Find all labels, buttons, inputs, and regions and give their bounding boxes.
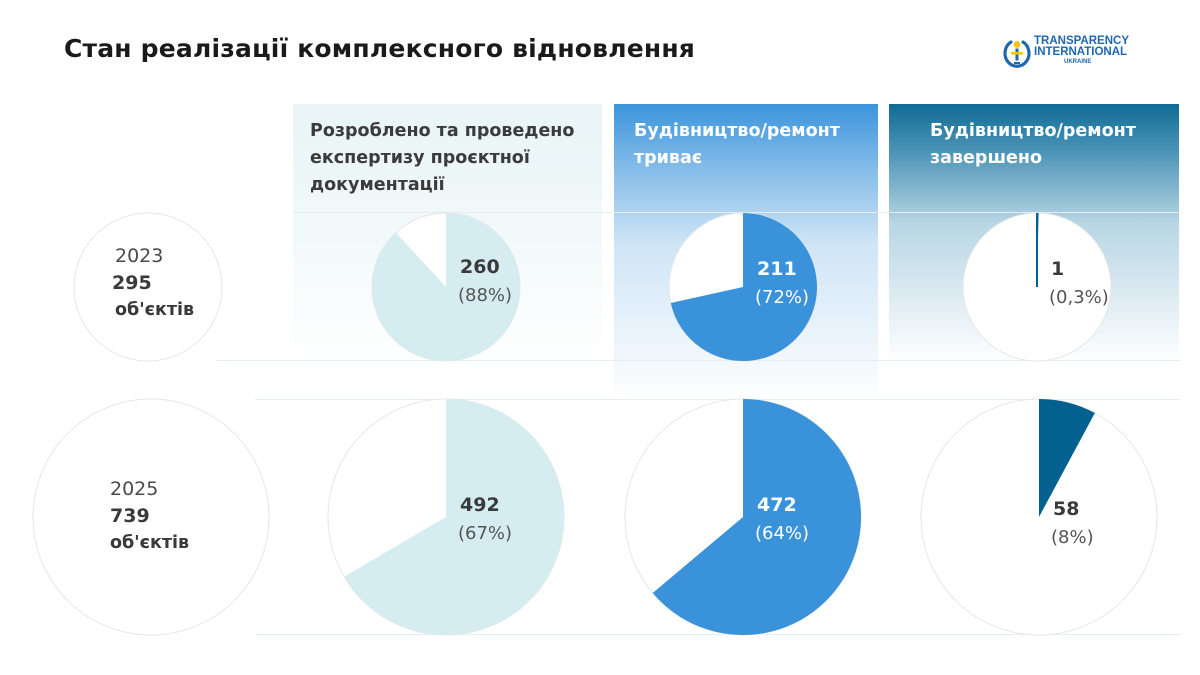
pie-slice-in-progress-2023 <box>670 213 818 362</box>
data-label-percent: (88%) <box>458 285 512 306</box>
data-label-percent: (67%) <box>458 523 512 544</box>
pie-slice-design-2023 <box>371 213 520 361</box>
data-label-value: 1 <box>1051 258 1064 280</box>
total-count: 739 <box>110 505 150 527</box>
year-summary-2025: 2025 739 об'єктів <box>110 476 189 557</box>
data-label-percent: (8%) <box>1051 527 1094 548</box>
data-label-percent: (72%) <box>755 287 809 308</box>
transparency-international-logo: TRANSPARENCY INTERNATIONAL UKRAINE <box>1002 35 1142 72</box>
row-divider <box>217 360 1180 361</box>
total-count: 295 <box>112 272 152 294</box>
pie-slice-design-2025 <box>344 399 565 635</box>
row-divider <box>293 212 1180 213</box>
year-summary-2023: 2023 295 об'єктів <box>112 243 195 324</box>
year-label: 2025 <box>110 478 159 500</box>
logo-line-2: INTERNATIONAL <box>1034 46 1128 58</box>
row-divider <box>255 634 1180 635</box>
data-label-percent: (0,3%) <box>1049 287 1109 308</box>
data-label-value: 260 <box>460 256 500 278</box>
data-label-value: 58 <box>1053 498 1079 520</box>
row-divider <box>255 399 1180 400</box>
pie-slice-completed-2025 <box>1039 399 1095 517</box>
summary-circle-2023 <box>73 212 223 362</box>
logo-line-1: TRANSPARENCY <box>1034 35 1129 47</box>
total-unit: об'єктів <box>115 300 195 320</box>
data-label-value: 492 <box>460 494 500 516</box>
summary-circle-2025 <box>32 398 270 636</box>
pie-slice-in-progress-2025 <box>652 399 861 635</box>
header-in-progress: Будівництво/ремонт триває <box>634 121 840 168</box>
logo-line-3: UKRAINE <box>1064 59 1092 65</box>
data-label-value: 211 <box>757 258 797 280</box>
data-label-percent: (64%) <box>755 523 809 544</box>
header-completed: Будівництво/ремонт завершено <box>930 121 1136 168</box>
year-label: 2023 <box>115 245 164 267</box>
header-design: Розроблено та проведено експертизу проєк… <box>310 121 575 195</box>
page-title: Стан реалізації комплексного відновлення <box>64 34 696 63</box>
data-label-value: 472 <box>757 494 797 516</box>
ti-logo-icon <box>1003 40 1031 68</box>
total-unit: об'єктів <box>110 533 190 553</box>
